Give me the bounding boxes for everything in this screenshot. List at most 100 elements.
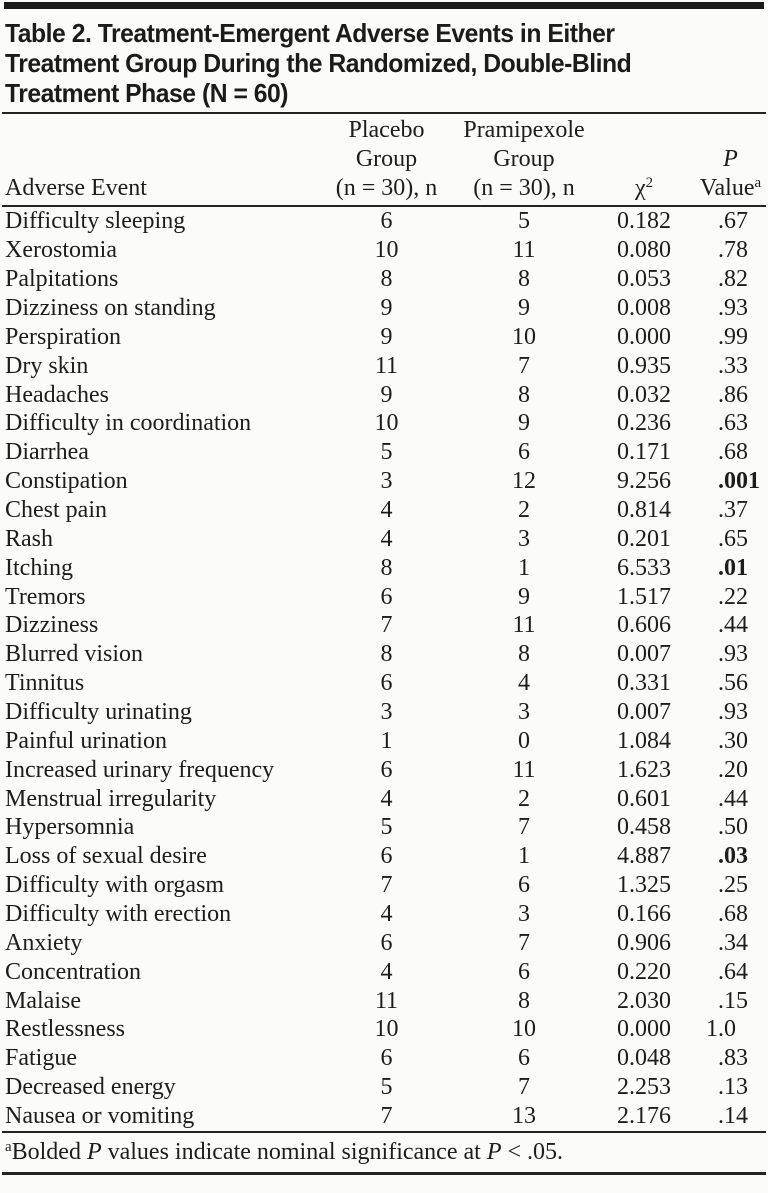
table-row: Difficulty in coordination 10 9 0.236 .6… bbox=[0, 409, 768, 438]
p-frac: .78 bbox=[718, 237, 748, 264]
table-body: Difficulty sleeping 6 5 0.182 .67 Xerost… bbox=[0, 207, 768, 1131]
adverse-event-cell: Tremors bbox=[5, 583, 86, 610]
table-row: Constipation 3 12 9.256 .001 bbox=[0, 467, 768, 496]
footnote-italic-p-1: P bbox=[86, 1138, 102, 1165]
p-value-cell: .25 bbox=[693, 871, 768, 899]
chi-square-cell: 0.000 bbox=[617, 1016, 671, 1043]
p-int bbox=[693, 900, 718, 928]
pramipexole-count-cell: 8 bbox=[518, 641, 530, 668]
p-value-cell: .13 bbox=[693, 1073, 768, 1101]
column-header-placebo: Placebo Group (n = 30), n bbox=[320, 114, 453, 205]
table-row: Diarrhea 5 6 0.171 .68 bbox=[0, 438, 768, 467]
p-frac: .34 bbox=[718, 929, 748, 956]
table-row: Anxiety 6 7 0.906 .34 bbox=[0, 928, 768, 957]
chi-square-header-label: χ2 bbox=[634, 174, 654, 201]
table-title-line-3: Treatment Phase (N = 60) bbox=[5, 78, 289, 108]
adverse-event-cell: Concentration bbox=[5, 958, 141, 985]
p-int bbox=[693, 640, 718, 668]
p-int bbox=[693, 987, 718, 1015]
pramipexole-count-cell: 5 bbox=[518, 208, 530, 235]
placebo-count-cell: 3 bbox=[380, 468, 393, 495]
rule-bottom bbox=[2, 1171, 766, 1175]
adverse-event-cell: Constipation bbox=[5, 468, 128, 495]
p-frac: .30 bbox=[718, 727, 748, 754]
p-value-cell: .30 bbox=[693, 727, 768, 755]
p-int bbox=[693, 409, 718, 437]
adverse-event-cell: Dizziness on standing bbox=[5, 295, 216, 321]
p-value-cell: 1 .0 bbox=[693, 1015, 768, 1043]
p-int bbox=[693, 207, 718, 235]
chi-square-cell: 0.458 bbox=[617, 814, 671, 841]
adverse-event-cell: Palpitations bbox=[5, 266, 119, 293]
placebo-count-cell: 8 bbox=[380, 641, 393, 668]
table-row: Hypersomnia 5 7 0.458 .50 bbox=[0, 813, 768, 842]
chi-square-cell: 6.533 bbox=[617, 554, 671, 581]
p-value-cell: .65 bbox=[693, 525, 768, 553]
placebo-count-cell: 7 bbox=[380, 612, 393, 639]
p-value-cell: .01 bbox=[693, 554, 768, 582]
pramipexole-header-line-1: Pramipexole bbox=[463, 117, 585, 143]
p-value-cell: .68 bbox=[693, 438, 768, 466]
placebo-count-cell: 4 bbox=[380, 958, 393, 985]
table-row: Difficulty sleeping 6 5 0.182 .67 bbox=[0, 207, 768, 236]
adverse-event-cell: Decreased energy bbox=[5, 1074, 176, 1101]
p-int bbox=[693, 265, 718, 293]
pramipexole-count-cell: 8 bbox=[518, 266, 530, 293]
chi-square-cell: 4.887 bbox=[617, 843, 671, 870]
table-footnote: aBolded P values indicate nominal signif… bbox=[0, 1133, 768, 1172]
p-int bbox=[693, 294, 718, 322]
pramipexole-count-cell: 7 bbox=[518, 814, 530, 841]
p-frac: .56 bbox=[718, 670, 748, 697]
adverse-event-cell: Blurred vision bbox=[5, 641, 143, 668]
p-frac: .68 bbox=[718, 901, 748, 928]
table-row: Headaches 9 8 0.032 .86 bbox=[0, 380, 768, 409]
table-row: Difficulty with erection 4 3 0.166 .68 bbox=[0, 900, 768, 929]
adverse-event-header-label: Adverse Event bbox=[5, 175, 147, 201]
chi-square-cell: 0.008 bbox=[617, 295, 671, 321]
chi-square-cell: 1.084 bbox=[617, 727, 671, 754]
p-frac: .37 bbox=[718, 497, 748, 524]
table-title-line-2: Treatment Group During the Randomized, D… bbox=[5, 48, 632, 78]
p-value-cell: .22 bbox=[693, 583, 768, 611]
placebo-count-cell: 8 bbox=[380, 266, 393, 293]
p-frac: .14 bbox=[718, 1103, 748, 1130]
adverse-event-cell: Difficulty in coordination bbox=[5, 410, 252, 437]
p-frac: .93 bbox=[718, 641, 748, 668]
column-header-chi-square: χ2 bbox=[595, 114, 693, 205]
p-value-cell: .67 bbox=[693, 207, 768, 235]
p-value-cell: .93 bbox=[693, 698, 768, 726]
table-row: Menstrual irregularity 4 2 0.601 .44 bbox=[0, 784, 768, 813]
p-int bbox=[693, 727, 718, 755]
p-int bbox=[693, 525, 718, 553]
p-value-cell: .56 bbox=[693, 669, 768, 697]
placebo-count-cell: 6 bbox=[380, 670, 393, 697]
chi-square-cell: 0.080 bbox=[617, 237, 671, 264]
table-row: Dry skin 11 7 0.935 .33 bbox=[0, 351, 768, 380]
p-value-cell: .64 bbox=[693, 958, 768, 986]
placebo-count-cell: 4 bbox=[380, 497, 393, 524]
table-row: Painful urination 1 0 1.084 .30 bbox=[0, 726, 768, 755]
p-frac: .44 bbox=[718, 612, 748, 639]
p-value-cell: .83 bbox=[693, 1044, 768, 1072]
table-row: Fatigue 6 6 0.048 .83 bbox=[0, 1044, 768, 1073]
p-int bbox=[693, 1102, 718, 1130]
chi-square-cell: 0.007 bbox=[617, 641, 671, 668]
placebo-count-cell: 6 bbox=[380, 1045, 393, 1072]
p-frac: .65 bbox=[718, 525, 748, 552]
table-row: Tinnitus 6 4 0.331 .56 bbox=[0, 669, 768, 698]
p-int bbox=[693, 813, 718, 841]
chi-square-cell: 0.000 bbox=[617, 323, 671, 350]
chi-square-cell: 0.171 bbox=[617, 439, 671, 466]
chi-square-cell: 0.201 bbox=[617, 525, 671, 552]
pramipexole-count-cell: 9 bbox=[518, 583, 530, 610]
placebo-count-cell: 9 bbox=[380, 381, 393, 408]
table-row: Nausea or vomiting 7 13 2.176 .14 bbox=[0, 1102, 768, 1131]
adverse-event-cell: Perspiration bbox=[5, 323, 121, 350]
p-value-cell: .20 bbox=[693, 756, 768, 784]
chi-square-cell: 0.236 bbox=[617, 410, 671, 437]
placebo-count-cell: 10 bbox=[374, 1016, 399, 1043]
adverse-event-cell: Increased urinary frequency bbox=[5, 756, 275, 783]
placebo-count-cell: 5 bbox=[380, 439, 393, 466]
p-frac: .13 bbox=[718, 1074, 748, 1101]
